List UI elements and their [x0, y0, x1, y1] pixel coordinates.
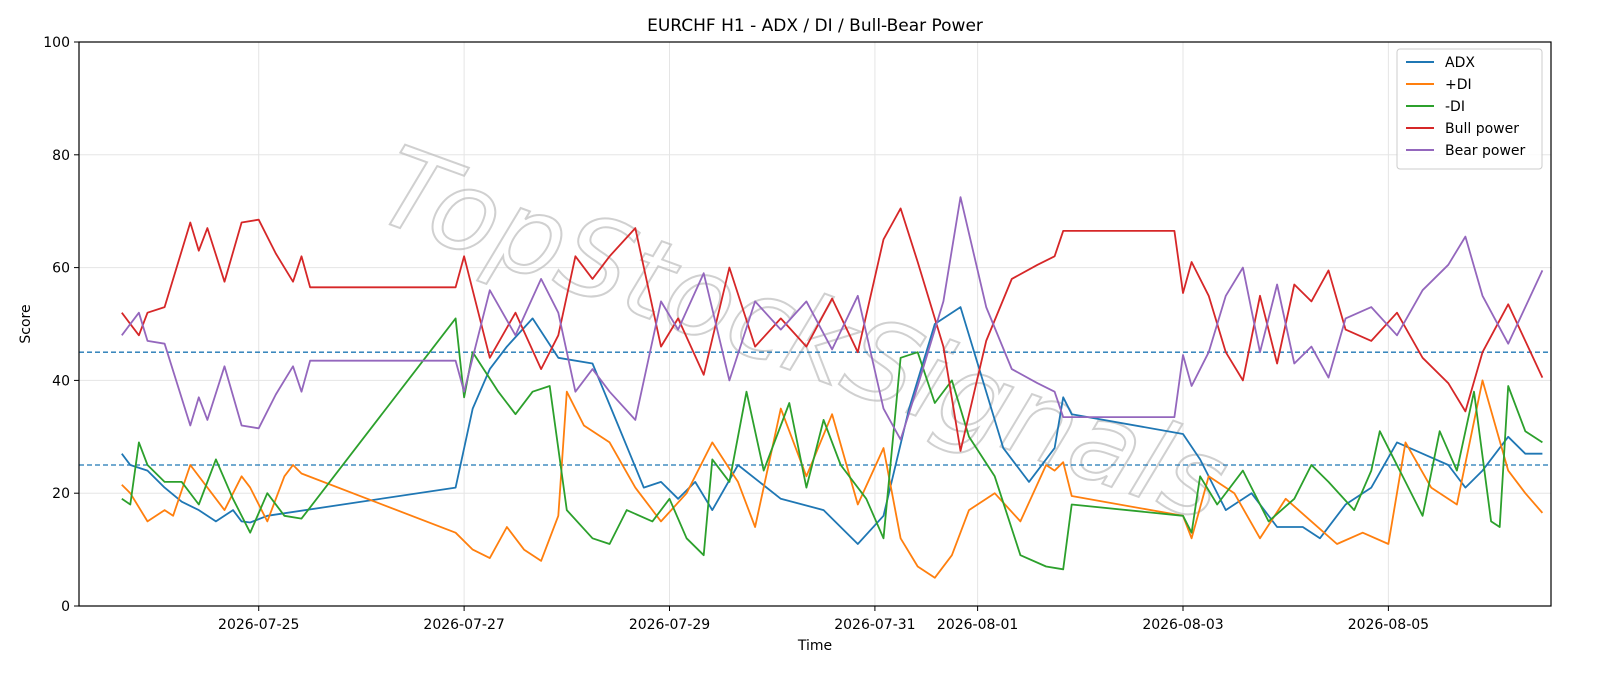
x-tick-label: 2026-08-01 — [937, 617, 1018, 633]
x-tick-label: 2026-07-27 — [423, 617, 504, 633]
series-line-bear-power — [121, 196, 1544, 441]
y-tick-label: 80 — [52, 148, 70, 164]
x-tick-label: 2026-08-03 — [1142, 617, 1223, 633]
y-axis-label: Score — [18, 304, 34, 343]
legend-label: Bull power — [1445, 121, 1519, 137]
plot-frame — [78, 41, 1552, 607]
series-line-bull-power — [121, 207, 1544, 452]
legend-label: Bear power — [1445, 143, 1526, 159]
x-tick-label: 2026-07-31 — [834, 617, 915, 633]
legend-label: +DI — [1445, 77, 1472, 93]
x-axis-label: Time — [797, 638, 832, 654]
series-line-adx — [121, 306, 1543, 545]
legend: ADX +DI -DI Bull power Bear power — [1396, 48, 1543, 170]
y-tick-label: 0 — [61, 599, 70, 615]
series-line--di — [121, 379, 1544, 579]
legend-box — [1396, 48, 1543, 170]
legend-label: -DI — [1445, 99, 1465, 115]
tick-layer: 0 20 40 60 80 100 2026-07-25 2026-07-27 2026-07-… — [43, 35, 1429, 633]
chart-title: EURCHF H1 - ADX / DI / Bull-Bear Power — [647, 16, 983, 36]
y-tick-label: 100 — [43, 35, 70, 51]
y-tick-label: 40 — [52, 373, 70, 389]
y-tick-label: 60 — [52, 261, 70, 277]
x-tick-label: 2026-08-05 — [1348, 617, 1429, 633]
series-line--di — [121, 317, 1543, 571]
legend-label: ADX — [1445, 55, 1475, 71]
series-layer — [121, 196, 1544, 579]
x-tick-label: 2026-07-29 — [629, 617, 710, 633]
x-tick-label: 2026-07-25 — [218, 617, 299, 633]
y-tick-label: 20 — [52, 486, 70, 502]
